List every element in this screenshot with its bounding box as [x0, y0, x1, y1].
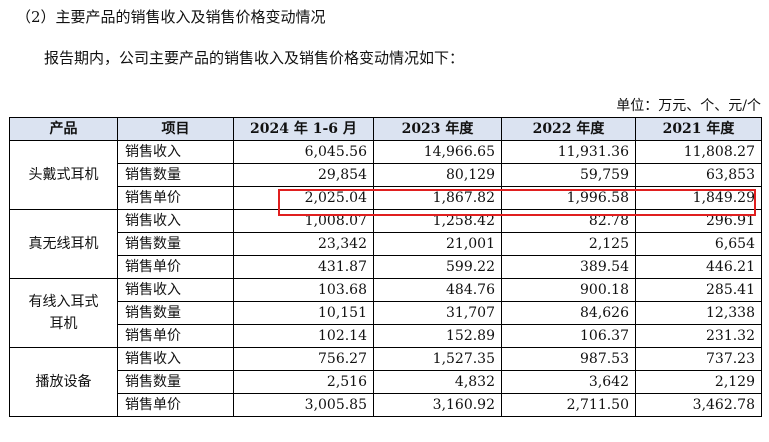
value-cell: 2,516 [233, 370, 374, 394]
value-cell: 29,854 [233, 163, 374, 187]
product-cell: 头戴式耳机 [9, 140, 118, 210]
header-product: 产品 [9, 117, 118, 141]
header-2022: 2022 年度 [501, 117, 636, 141]
item-cell: 销售单价 [117, 393, 234, 417]
value-cell: 2,125 [501, 232, 636, 256]
value-cell: 3,462.78 [635, 393, 762, 417]
table-row: 销售单价 431.87 599.22 389.54 446.21 [10, 255, 762, 279]
value-cell: 446.21 [635, 255, 762, 279]
item-cell: 销售数量 [117, 232, 234, 256]
unit-note: 单位：万元、个、元/个 [616, 98, 761, 114]
value-cell: 14,966.65 [373, 140, 502, 164]
table-header-row: 产品 项目 2024 年 1-6 月 2023 年度 2022 年度 2021 … [9, 117, 762, 141]
value-cell: 4,832 [373, 370, 502, 394]
value-cell: 152.89 [373, 324, 502, 348]
value-cell: 285.41 [635, 278, 762, 302]
value-cell: 1,008.07 [233, 209, 374, 233]
value-cell: 296.91 [635, 209, 762, 233]
value-cell: 59,759 [501, 163, 636, 187]
value-cell: 1,867.82 [373, 186, 502, 210]
value-cell: 1,996.58 [501, 186, 636, 210]
table-body: 头戴式耳机 销售收入 6,045.56 14,966.65 11,931.36 11,80… [9, 140, 762, 417]
item-cell: 销售单价 [117, 255, 234, 279]
item-cell: 销售单价 [117, 186, 234, 210]
header-2021: 2021 年度 [635, 117, 762, 141]
table-row: 销售数量 10,151 31,707 84,626 12,338 [10, 301, 762, 325]
header-item: 项目 [117, 117, 234, 141]
table-row: 销售单价 102.14 152.89 106.37 231.32 [10, 324, 762, 348]
table-row: 销售数量 2,516 4,832 3,642 2,129 [10, 370, 762, 394]
value-cell: 10,151 [233, 301, 374, 325]
value-cell: 80,129 [373, 163, 502, 187]
value-cell: 3,160.92 [373, 393, 502, 417]
item-cell: 销售数量 [117, 370, 234, 394]
item-cell: 销售收入 [117, 209, 234, 233]
table-row: 头戴式耳机 销售收入 6,045.56 14,966.65 11,931.36 11,80… [9, 140, 762, 210]
value-cell: 1,258.42 [373, 209, 502, 233]
sales-table: 产品 项目 2024 年 1-6 月 2023 年度 2022 年度 2021 … [9, 117, 762, 417]
item-cell: 销售单价 [117, 324, 234, 348]
section-heading: （2）主要产品的销售收入及销售价格变动情况 [16, 8, 326, 26]
value-cell: 599.22 [373, 255, 502, 279]
value-cell: 1,849.29 [635, 186, 762, 210]
table-row: 销售数量 29,854 80,129 59,759 63,853 [10, 163, 762, 187]
value-cell: 6,045.56 [233, 140, 374, 164]
item-cell: 销售数量 [117, 163, 234, 187]
item-cell: 销售收入 [117, 278, 234, 302]
product-cell: 真无线耳机 [9, 209, 118, 279]
value-cell: 1,527.35 [373, 347, 502, 371]
value-cell: 82.78 [501, 209, 636, 233]
value-cell: 21,001 [373, 232, 502, 256]
product-cell: 有线入耳式 耳机 [9, 278, 118, 348]
value-cell: 987.53 [501, 347, 636, 371]
value-cell: 11,931.36 [501, 140, 636, 164]
item-cell: 销售收入 [117, 140, 234, 164]
header-2023: 2023 年度 [373, 117, 502, 141]
value-cell: 11,808.27 [635, 140, 762, 164]
item-cell: 销售收入 [117, 347, 234, 371]
value-cell: 103.68 [233, 278, 374, 302]
value-cell: 31,707 [373, 301, 502, 325]
table-row: 真无线耳机 销售收入 1,008.07 1,258.42 82.78 296.91 [9, 209, 762, 279]
value-cell: 63,853 [635, 163, 762, 187]
intro-paragraph: 报告期内，公司主要产品的销售收入及销售价格变动情况如下： [44, 49, 465, 67]
value-cell: 389.54 [501, 255, 636, 279]
value-cell: 3,005.85 [233, 393, 374, 417]
value-cell: 756.27 [233, 347, 374, 371]
value-cell: 900.18 [501, 278, 636, 302]
value-cell: 102.14 [233, 324, 374, 348]
table-row: 有线入耳式 耳机 销售收入 103.68 484.76 900.18 285.41 [9, 278, 762, 348]
table-row: 销售单价 3,005.85 3,160.92 2,711.50 3,462.78 [10, 393, 762, 417]
value-cell: 737.23 [635, 347, 762, 371]
value-cell: 2,025.04 [233, 186, 374, 210]
value-cell: 12,338 [635, 301, 762, 325]
table-row: 销售单价 2,025.04 1,867.82 1,996.58 1,849.29 [10, 186, 762, 210]
value-cell: 2,711.50 [501, 393, 636, 417]
value-cell: 6,654 [635, 232, 762, 256]
value-cell: 84,626 [501, 301, 636, 325]
value-cell: 2,129 [635, 370, 762, 394]
value-cell: 231.32 [635, 324, 762, 348]
table-row: 销售数量 23,342 21,001 2,125 6,654 [10, 232, 762, 256]
value-cell: 431.87 [233, 255, 374, 279]
value-cell: 3,642 [501, 370, 636, 394]
value-cell: 23,342 [233, 232, 374, 256]
value-cell: 484.76 [373, 278, 502, 302]
item-cell: 销售数量 [117, 301, 234, 325]
table-row: 播放设备 销售收入 756.27 1,527.35 987.53 737.23 [9, 347, 762, 417]
value-cell: 106.37 [501, 324, 636, 348]
header-2024h1: 2024 年 1-6 月 [233, 117, 374, 141]
product-cell: 播放设备 [9, 347, 118, 417]
